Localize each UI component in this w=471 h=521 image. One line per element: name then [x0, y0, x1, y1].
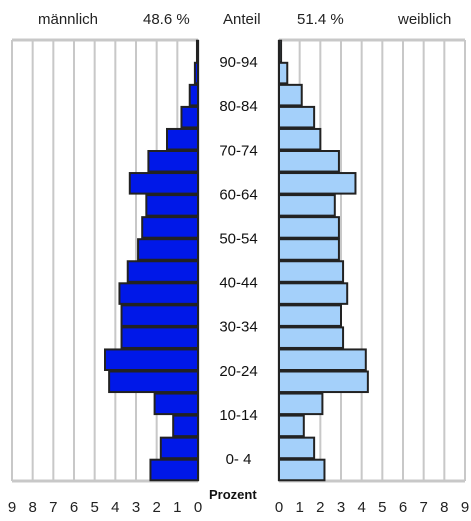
male-x-tick-label: 7	[49, 499, 57, 516]
female-x-tick-label: 1	[295, 499, 303, 516]
age-group-label: 50-54	[219, 230, 257, 247]
female-x-tick-label: 0	[275, 499, 283, 516]
female-bar	[278, 414, 305, 438]
male-x-tick-label: 5	[90, 499, 98, 516]
male-x-tick-label: 1	[173, 499, 181, 516]
male-bar	[147, 150, 199, 173]
female-bar	[278, 216, 340, 239]
female-bar	[278, 61, 289, 85]
age-group-label: 60-64	[219, 186, 257, 203]
female-bar	[278, 150, 340, 173]
x-axis-label: Prozent	[209, 487, 257, 502]
male-bar	[180, 105, 199, 129]
male-x-tick-label: 6	[70, 499, 78, 516]
female-x-tick-label: 6	[399, 499, 407, 516]
male-bar	[120, 304, 199, 327]
age-group-label: 20-24	[219, 363, 257, 380]
female-bar	[278, 282, 349, 305]
male-bar	[108, 370, 199, 394]
male-bar	[166, 127, 199, 151]
age-group-label: 80-84	[219, 98, 257, 115]
female-bar	[278, 260, 345, 283]
female-x-tick-label: 7	[419, 499, 427, 516]
male-share-label: 48.6 %	[143, 11, 190, 28]
male-bar	[137, 238, 199, 261]
share-header-label: Anteil	[223, 11, 261, 28]
female-bar	[278, 370, 369, 394]
female-x-tick-label: 5	[378, 499, 386, 516]
age-group-label: 90-94	[219, 54, 257, 71]
male-header-label: männlich	[38, 11, 98, 28]
female-bar	[278, 348, 367, 372]
male-bar	[118, 282, 199, 305]
male-bar	[104, 348, 199, 372]
female-bar	[278, 172, 357, 195]
age-group-label: 40-44	[219, 275, 257, 292]
male-x-tick-label: 8	[28, 499, 36, 516]
female-bar	[278, 436, 316, 460]
female-bars	[278, 39, 369, 482]
male-bar	[188, 83, 200, 107]
male-bar	[141, 216, 199, 239]
female-x-tick-label: 4	[357, 499, 365, 516]
female-x-tick-label: 8	[440, 499, 448, 516]
male-bar	[128, 172, 199, 195]
female-bar	[278, 39, 283, 63]
female-bar	[278, 458, 326, 482]
female-header-label: weiblich	[397, 11, 451, 28]
male-bar	[172, 414, 199, 438]
age-group-label: 0- 4	[226, 451, 252, 468]
male-bar	[145, 194, 199, 217]
female-bar	[278, 127, 322, 151]
male-x-tick-label: 2	[152, 499, 160, 516]
female-bar	[278, 83, 303, 107]
age-group-label: 70-74	[219, 142, 257, 159]
male-x-tick-label: 9	[8, 499, 16, 516]
male-bar	[193, 61, 199, 85]
male-bar	[159, 436, 200, 460]
male-bar	[126, 260, 199, 283]
female-share-label: 51.4 %	[297, 11, 344, 28]
female-bar	[278, 326, 345, 349]
female-x-tick-label: 3	[337, 499, 345, 516]
male-x-tick-label: 4	[111, 499, 119, 516]
female-x-tick-label: 2	[316, 499, 324, 516]
female-bar	[278, 194, 336, 217]
female-bar	[278, 392, 324, 416]
female-bar	[278, 238, 340, 261]
male-x-tick-label: 3	[132, 499, 140, 516]
age-group-label: 10-14	[219, 407, 257, 424]
female-bar	[278, 304, 342, 327]
male-bar	[149, 458, 199, 482]
male-bar	[120, 326, 199, 349]
age-group-label: 30-34	[219, 319, 257, 336]
female-x-tick-label: 9	[461, 499, 469, 516]
male-bar	[195, 39, 199, 63]
female-bar	[278, 105, 316, 129]
age-group-labels: 0- 4 10-14 20-24 30-34 40-44 50-54 60-64 70-74 8…	[219, 54, 257, 468]
male-bar	[153, 392, 200, 416]
male-x-tick-label: 0	[194, 499, 202, 516]
male-bars	[104, 39, 200, 482]
